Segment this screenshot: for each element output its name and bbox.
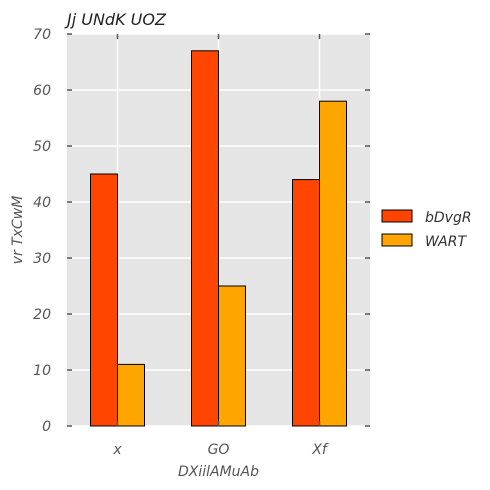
y-tick-label: 50: [33, 139, 51, 155]
x-tick-label: x: [112, 442, 122, 458]
bar-WART-Xf: [319, 100, 347, 427]
x-tick-label: Xf: [311, 442, 329, 458]
y-tick-label: 60: [33, 83, 51, 99]
y-tick-label: 30: [33, 251, 51, 267]
bar-WART-x: [117, 363, 145, 427]
x-tick-label: GO: [208, 442, 230, 458]
chart-title: Jj UNdK UOZ: [64, 10, 167, 29]
x-axis-ticks: x GO Xf: [112, 34, 329, 458]
y-tick-label: 10: [33, 363, 51, 379]
y-tick-label: 20: [33, 307, 51, 323]
legend-swatch-bDvgR: [381, 209, 413, 223]
bar-bDvgR-x: [90, 173, 118, 427]
bar-bDvgR-Xf: [292, 179, 320, 427]
bar-bDvgR-GO: [191, 50, 219, 427]
legend: bDvgR WART: [381, 209, 472, 250]
legend-label-bDvgR: bDvgR: [425, 210, 472, 226]
bars: [90, 50, 347, 427]
y-axis-label: vr TxCwM: [10, 196, 26, 265]
y-axis-ticks: 0 10 20 30 40 50 60 70: [33, 27, 370, 435]
y-tick-label: 40: [33, 195, 51, 211]
y-tick-label: 70: [33, 27, 51, 43]
y-tick-label: 0: [42, 419, 51, 435]
legend-label-WART: WART: [425, 234, 467, 250]
x-axis-label: DXiilAMuAb: [178, 464, 259, 480]
bar-WART-GO: [218, 285, 246, 427]
legend-swatch-WART: [381, 233, 413, 247]
